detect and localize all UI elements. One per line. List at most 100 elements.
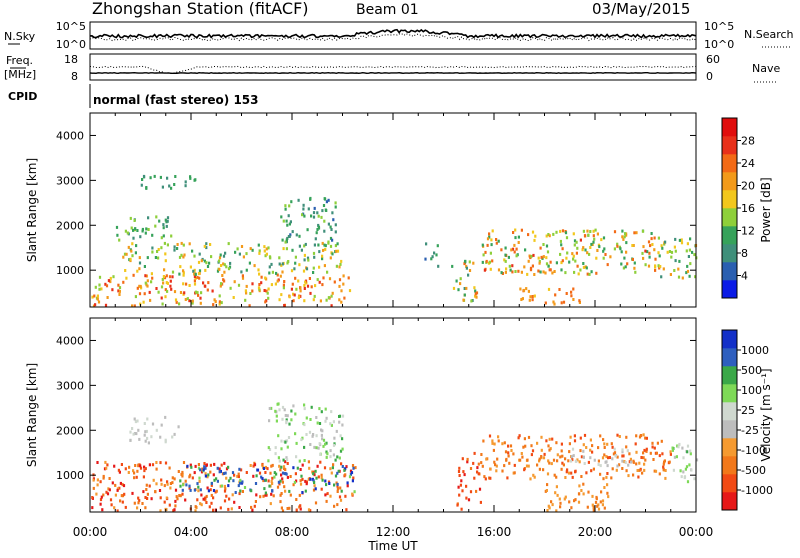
range-cell	[553, 270, 556, 273]
range-cell	[125, 276, 128, 280]
range-cell	[671, 448, 674, 452]
range-cell	[545, 489, 548, 492]
range-cell	[303, 258, 306, 262]
range-cell	[346, 484, 349, 488]
range-cell	[599, 464, 602, 468]
range-cell	[517, 269, 520, 273]
range-cell	[324, 442, 327, 446]
range-cell	[495, 238, 498, 241]
range-cell	[206, 265, 210, 268]
range-cell	[472, 261, 475, 265]
range-cell	[338, 456, 341, 460]
range-cell	[223, 270, 226, 274]
range-cell	[280, 215, 283, 219]
range-cell	[145, 274, 148, 278]
range-cell	[286, 462, 289, 465]
range-cell	[181, 492, 184, 496]
range-cell	[606, 464, 609, 468]
range-cell	[474, 289, 477, 293]
range-cell	[564, 231, 568, 235]
range-cell	[271, 463, 274, 467]
range-cell	[507, 454, 510, 458]
range-cell	[303, 214, 306, 218]
range-cell	[176, 497, 179, 501]
sky-left-tick-bottom: 10^0	[56, 38, 86, 51]
range-cell	[588, 252, 591, 256]
range-cell	[245, 252, 248, 256]
range-cell	[162, 223, 165, 227]
range-cell	[582, 449, 585, 453]
range-cell	[560, 268, 563, 272]
range-cell	[554, 293, 557, 297]
range-cell	[219, 469, 222, 473]
range-cell	[474, 294, 477, 298]
range-cell	[312, 479, 315, 483]
colorbar-cell	[722, 244, 737, 263]
range-cell	[488, 434, 492, 438]
range-cell	[213, 478, 216, 482]
range-cell	[632, 460, 635, 464]
range-cell	[505, 267, 508, 271]
range-cell	[616, 464, 619, 468]
range-cell	[470, 299, 473, 303]
range-cell	[215, 489, 218, 493]
range-cell	[150, 435, 153, 439]
range-cell	[285, 247, 288, 251]
range-cell	[124, 269, 127, 272]
range-cell	[533, 294, 536, 298]
sky-left-tick-top: 10^5	[56, 20, 86, 33]
range-cell	[575, 251, 578, 255]
range-cell	[104, 303, 108, 307]
range-cell	[642, 456, 645, 460]
range-cell	[272, 494, 275, 498]
colorbar-cell	[722, 136, 737, 155]
range-cell	[123, 492, 126, 496]
range-cell	[641, 471, 644, 475]
range-cell	[284, 240, 287, 244]
range-cell	[644, 249, 647, 253]
range-cell	[473, 476, 476, 480]
range-cell	[329, 244, 333, 248]
range-cell	[288, 295, 291, 299]
range-cell	[625, 435, 628, 439]
range-cell	[606, 491, 609, 495]
range-cell	[238, 492, 241, 496]
range-cell	[227, 465, 230, 469]
range-cell	[324, 493, 327, 497]
range-cell	[605, 475, 608, 479]
range-cell	[673, 455, 676, 459]
range-cell	[150, 497, 153, 501]
range-cell	[660, 439, 663, 443]
range-cell	[185, 282, 188, 286]
range-cell	[591, 243, 594, 246]
range-cell	[163, 241, 166, 245]
range-cell	[351, 492, 354, 496]
range-cell	[178, 494, 181, 497]
range-cell	[278, 459, 281, 463]
range-cell	[318, 280, 321, 284]
range-cell	[149, 298, 152, 302]
range-cell	[136, 286, 139, 290]
range-cell	[241, 490, 244, 493]
range-cell	[539, 270, 542, 274]
range-cell	[166, 219, 169, 223]
range-cell	[144, 467, 147, 471]
range-cell	[690, 468, 693, 472]
range-cell	[484, 477, 487, 481]
range-cell	[555, 509, 558, 513]
range-cell	[585, 471, 588, 475]
range-cell	[192, 269, 195, 273]
range-cell	[572, 254, 575, 258]
range-cell	[106, 463, 109, 467]
range-cell	[572, 454, 575, 458]
range-cell	[143, 265, 146, 268]
range-cell	[207, 281, 210, 285]
range-cell	[138, 261, 142, 265]
range-cell	[133, 476, 136, 480]
range-cell	[577, 492, 581, 496]
range-cell	[670, 250, 674, 254]
range-cell	[551, 437, 554, 441]
range-cell	[268, 448, 272, 451]
range-cell	[194, 276, 197, 280]
range-cell	[430, 257, 433, 261]
